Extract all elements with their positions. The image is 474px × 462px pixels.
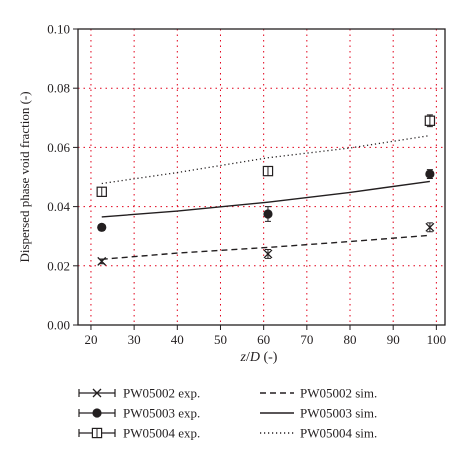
data-point xyxy=(263,209,273,219)
x-tick-label: 50 xyxy=(214,332,227,347)
series-pw05002-sim- xyxy=(101,234,430,260)
legend-label: PW05004 exp. xyxy=(123,426,200,441)
grid-lines xyxy=(78,28,445,326)
series-pw05003-exp- xyxy=(97,169,435,232)
x-tick-label: 30 xyxy=(128,332,141,347)
data-point xyxy=(96,186,107,197)
data-point xyxy=(425,222,435,232)
y-tick-label: 0.08 xyxy=(47,81,70,96)
legend-caps xyxy=(78,429,116,437)
x-tick-label: 80 xyxy=(344,332,357,347)
series-pw05002-exp- xyxy=(97,222,435,266)
legend-label: PW05002 sim. xyxy=(300,386,377,401)
legend-item: PW05003 sim. xyxy=(260,406,377,421)
series-line xyxy=(101,234,430,260)
legend-label: PW05003 sim. xyxy=(300,406,377,421)
legend-item: PW05004 exp. xyxy=(78,426,200,441)
x-axis-label-part: D xyxy=(249,350,260,365)
x-axis-label: z/D (-) xyxy=(240,350,278,365)
x-tick-label: 90 xyxy=(387,332,400,347)
data-point xyxy=(97,222,107,232)
legend-marker xyxy=(91,427,103,439)
axis-ticks: 20 30 40 50 60 70 80 90 100 0.00 0.02 0.04 0.06 0.08 0… xyxy=(47,22,446,348)
series-line xyxy=(101,180,430,218)
y-tick-label: 0.04 xyxy=(47,199,70,214)
data-point xyxy=(263,249,273,259)
x-axis-label-part: / xyxy=(246,350,250,365)
x-tick-label: 20 xyxy=(84,332,97,347)
y-tick-label: 0.06 xyxy=(47,140,70,155)
legend: PW05002 exp. PW05003 exp. PW05004 exp. PW05… xyxy=(78,386,377,441)
x-tick-label: 70 xyxy=(300,332,313,347)
x-axis-label-text: z/D (-) xyxy=(240,350,278,365)
legend-item: PW05003 exp. xyxy=(78,406,200,421)
legend-label: PW05004 sim. xyxy=(300,426,377,441)
data-point xyxy=(262,165,274,177)
legend-caps xyxy=(78,409,116,417)
series-pw05004-exp- xyxy=(96,114,436,197)
plot-series xyxy=(96,114,436,266)
legend-label: PW05002 exp. xyxy=(123,386,200,401)
data-point xyxy=(424,115,436,126)
x-tick-label: 60 xyxy=(257,332,270,347)
data-point xyxy=(425,169,435,179)
legend-item: PW05004 sim. xyxy=(260,426,377,441)
series-line xyxy=(101,134,430,185)
plot-frame xyxy=(77,28,446,326)
x-axis-label-part: (-) xyxy=(260,350,278,365)
y-tick-label: 0.00 xyxy=(47,318,70,333)
legend-label: PW05003 exp. xyxy=(123,406,200,421)
y-tick-label: 0.02 xyxy=(47,258,70,273)
series-pw05004-sim- xyxy=(101,134,430,185)
legend-marker xyxy=(92,388,102,398)
series-pw05003-sim- xyxy=(101,180,430,218)
legend-caps xyxy=(78,389,116,397)
x-tick-label: 100 xyxy=(427,332,447,347)
legend-marker xyxy=(92,408,102,418)
x-tick-label: 40 xyxy=(171,332,184,347)
legend-item: PW05002 exp. xyxy=(78,386,200,401)
legend-item: PW05002 sim. xyxy=(260,386,377,401)
y-tick-label: 0.10 xyxy=(47,22,70,37)
x-axis-label-part: z xyxy=(240,350,247,365)
y-axis-label: Dispersed phase void fraction (-) xyxy=(17,91,32,262)
